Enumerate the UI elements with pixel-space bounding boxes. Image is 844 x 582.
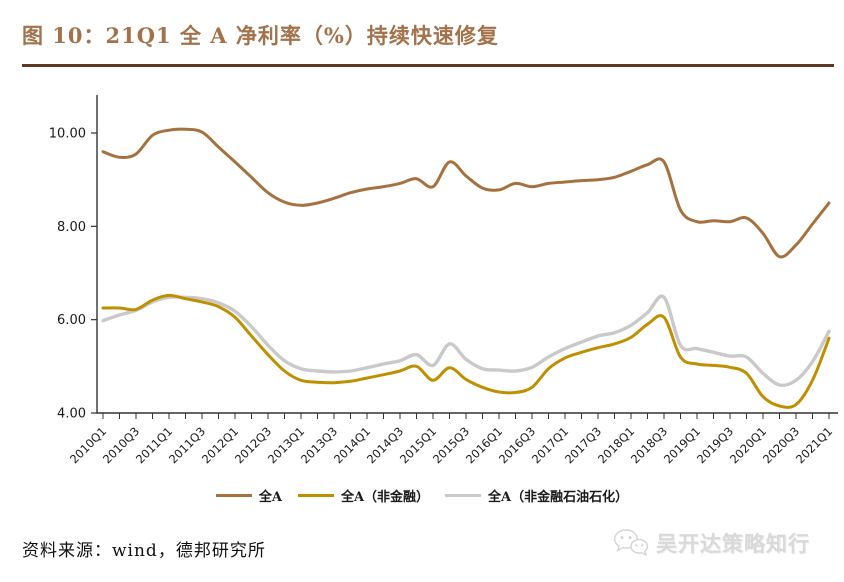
y-axis-ticks: 4.00 6.00 8.00 10.00: [49, 126, 97, 422]
x-axis-labels: 2010Q12010Q32011Q12011Q32012Q12012Q32013…: [67, 424, 835, 466]
x-axis-ticks: [102, 413, 830, 419]
legend-item-all-a: 全A: [215, 486, 282, 505]
svg-text:2021Q1: 2021Q1: [793, 424, 835, 466]
legend-line-swatch-all-a: [215, 493, 252, 497]
legend-line-swatch-non-financial: [297, 493, 334, 497]
legend-label-non-financial: 全A（非金融）: [340, 489, 430, 505]
legend-item-non-financial-petro: 全A（非金融石油石化）: [445, 486, 628, 505]
watermark-text: 吴开达策略知行: [656, 532, 810, 556]
chart-legend: 全A 全A（非金融） 全A（非金融石油石化）: [0, 484, 844, 506]
title-rule: [22, 64, 834, 67]
legend-item-non-financial: 全A（非金融）: [297, 486, 430, 505]
series-line-0: [101, 127, 831, 259]
svg-text:10.00: 10.00: [49, 126, 86, 141]
legend-label-non-financial-petro: 全A（非金融石油石化）: [488, 489, 629, 505]
svg-text:4.00: 4.00: [57, 407, 86, 422]
legend-label-all-a: 全A: [258, 489, 282, 505]
svg-text:8.00: 8.00: [57, 220, 86, 235]
source-note: 资料来源：wind，德邦研究所: [22, 541, 266, 561]
wechat-icon: [613, 529, 649, 557]
watermark: 吴开达策略知行: [612, 527, 810, 559]
legend-line-swatch-non-financial-petro: [445, 493, 482, 497]
figure-title: 图 10：21Q1 全 A 净利率（%）持续快速修复: [22, 23, 499, 48]
series-line-2: [101, 294, 831, 388]
series-line-1: [101, 293, 831, 409]
svg-text:6.00: 6.00: [57, 313, 86, 328]
